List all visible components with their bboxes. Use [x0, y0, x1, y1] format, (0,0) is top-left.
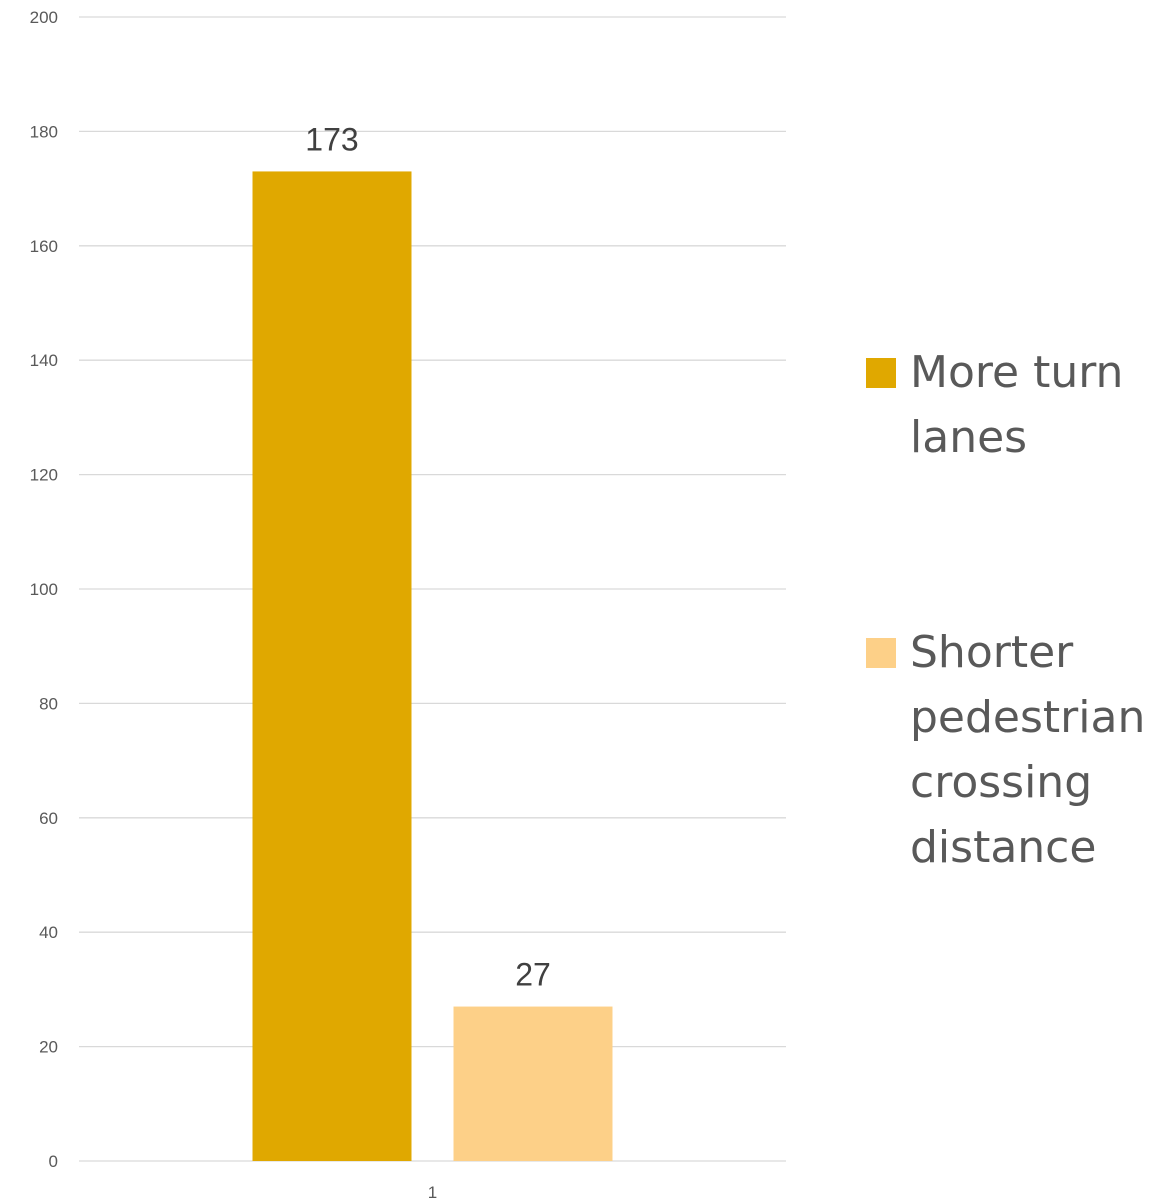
- y-tick-label: 20: [39, 1038, 58, 1057]
- y-tick-label: 60: [39, 809, 58, 828]
- legend-label: Shorter pedestrian crossing distance: [910, 627, 1146, 873]
- legend: More turn lanes Shorter pedestrian cross…: [866, 340, 1166, 880]
- x-axis-ticks: 1: [428, 1183, 437, 1202]
- legend-label: More turn lanes: [910, 347, 1124, 463]
- gridlines: [79, 16, 786, 1162]
- y-tick-label: 80: [39, 694, 58, 713]
- bar-value-label: 173: [305, 121, 358, 157]
- x-tick-label: 1: [428, 1183, 437, 1202]
- legend-item-more-turn-lanes[interactable]: More turn lanes: [866, 340, 1166, 470]
- y-tick-label: 160: [30, 237, 58, 256]
- legend-swatch-icon: [866, 638, 896, 668]
- y-tick-label: 180: [30, 122, 58, 141]
- y-tick-label: 0: [49, 1152, 58, 1171]
- data-labels: 173 27: [305, 121, 550, 992]
- bar-value-label: 27: [515, 957, 551, 993]
- legend-item-shorter-pedestrian-crossing[interactable]: Shorter pedestrian crossing distance: [866, 620, 1166, 880]
- y-tick-label: 100: [30, 580, 58, 599]
- bars: [252, 171, 613, 1161]
- y-tick-label: 200: [30, 8, 58, 27]
- y-tick-label: 120: [30, 466, 58, 485]
- legend-swatch-icon: [866, 358, 896, 388]
- y-axis-ticks: 0 20 40 60 80 100 120 140 160 180 200: [30, 8, 58, 1171]
- bar[interactable]: [453, 1006, 613, 1161]
- bar[interactable]: [252, 171, 412, 1161]
- y-tick-label: 40: [39, 923, 58, 942]
- y-tick-label: 140: [30, 351, 58, 370]
